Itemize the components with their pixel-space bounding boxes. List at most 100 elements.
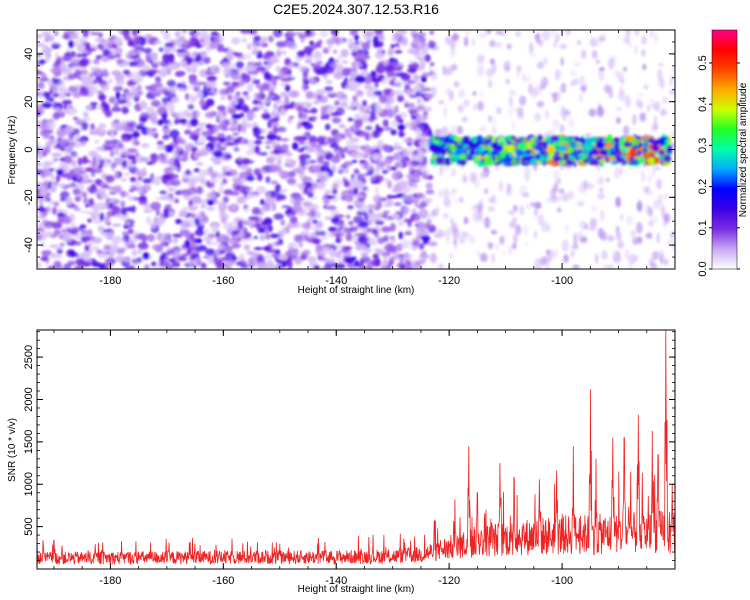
heatmap-cell xyxy=(410,106,416,111)
heatmap-cell xyxy=(82,76,93,85)
heatmap-cell xyxy=(397,95,405,103)
heatmap-cell xyxy=(590,205,598,212)
heatmap-cell xyxy=(301,207,311,212)
heatmap-cell xyxy=(608,147,617,151)
heatmap-cell xyxy=(335,238,341,244)
heatmap-cell xyxy=(437,189,443,199)
heatmap-cell xyxy=(51,152,63,157)
heatmap-cell xyxy=(186,66,192,73)
colorbar-label: Normalized spectral amplitude xyxy=(738,82,749,217)
heatmap-cell xyxy=(404,83,411,89)
heatmap-cell xyxy=(594,252,599,265)
heatmap-cell xyxy=(396,243,403,252)
heatmap-cell xyxy=(265,176,271,184)
heatmap-cell xyxy=(227,169,238,177)
heatmap-cell xyxy=(161,159,169,164)
heatmap-cell xyxy=(413,112,418,116)
heatmap-cell xyxy=(311,196,317,200)
heatmap-cell xyxy=(312,257,317,265)
heatmap-cell xyxy=(76,258,86,267)
heatmap-cell xyxy=(341,163,346,169)
heatmap-cell xyxy=(634,30,640,36)
heatmap-cell xyxy=(324,189,333,195)
heatmap-cell xyxy=(418,67,424,72)
heatmap-cell xyxy=(344,169,349,174)
heatmap-cell xyxy=(285,152,293,157)
heatmap-cell xyxy=(381,169,389,174)
heatmap-cell xyxy=(345,195,351,203)
heatmap-cell xyxy=(37,234,43,241)
heatmap-cell xyxy=(299,210,306,215)
heatmap-cell xyxy=(422,208,428,218)
heatmap-cell xyxy=(53,202,60,207)
colorbar-ticks: 0.0 0.1 0.2 0.3 0.4 0.5 xyxy=(697,55,740,277)
heatmap-cell xyxy=(199,214,208,223)
heatmap-cell xyxy=(653,101,661,112)
heatmap-cell xyxy=(653,32,659,43)
heatmap-cell xyxy=(150,201,162,211)
heatmap-cell xyxy=(628,43,633,48)
heatmap-cell xyxy=(292,142,299,151)
heatmap-cell xyxy=(652,164,656,177)
heatmap-cell xyxy=(175,218,183,225)
heatmap-cell xyxy=(491,142,499,149)
heatmap-cell xyxy=(408,177,414,185)
heatmap-cell xyxy=(262,82,270,91)
heatmap-cell xyxy=(263,217,273,225)
heatmap-cell xyxy=(313,44,323,48)
heatmap-cell xyxy=(285,157,292,164)
heatmap-cell xyxy=(115,91,121,100)
heatmap-cell xyxy=(106,210,114,218)
heatmap-cell xyxy=(530,86,537,99)
heatmap-cell xyxy=(216,236,222,243)
heatmap-cell xyxy=(172,150,180,158)
heatmap-cell xyxy=(377,48,384,55)
heatmap-cell xyxy=(643,84,649,90)
heatmap-cell xyxy=(407,122,413,129)
heatmap-cell xyxy=(543,57,548,65)
heatmap-cell xyxy=(62,209,68,215)
heatmap-y-axis-label: Frequency (Hz) xyxy=(7,116,18,185)
heatmap-cell xyxy=(160,195,171,201)
heatmap-cell xyxy=(407,64,416,69)
heatmap-cell xyxy=(229,203,240,209)
heatmap-cell xyxy=(552,92,558,103)
heatmap-cell xyxy=(337,54,344,59)
heatmap-cell xyxy=(508,245,512,255)
heatmap-cell xyxy=(161,97,169,104)
heatmap-cell xyxy=(534,112,542,122)
heatmap-cell xyxy=(65,183,77,188)
heatmap-cell xyxy=(240,264,249,269)
heatmap-cell xyxy=(669,231,675,237)
heatmap-cell xyxy=(324,123,331,131)
heatmap-cell xyxy=(54,52,60,59)
heatmap-cell xyxy=(386,194,393,200)
heatmap-cell xyxy=(238,180,244,186)
heatmap-cell xyxy=(671,67,675,72)
heatmap-cell xyxy=(437,263,444,269)
heatmap-cell xyxy=(106,232,113,241)
heatmap-cell xyxy=(252,106,260,112)
heatmap-cell xyxy=(104,109,113,118)
heatmap-cell xyxy=(264,140,275,144)
heatmap-cell xyxy=(68,105,73,109)
heatmap-cell xyxy=(261,205,272,212)
heatmap-cell xyxy=(478,90,485,98)
heatmap-cell xyxy=(454,137,462,142)
heatmap-cell xyxy=(107,186,115,191)
heatmap-cell xyxy=(405,260,410,264)
heatmap-cell xyxy=(168,59,175,64)
heatmap-cell xyxy=(174,121,180,125)
heatmap-cell xyxy=(596,178,604,185)
heatmap-cell xyxy=(643,146,648,154)
heatmap-cell xyxy=(86,105,91,110)
heatmap-cell xyxy=(98,225,104,230)
heatmap-cell xyxy=(394,65,404,70)
heatmap-cell xyxy=(88,150,98,157)
heatmap-cell xyxy=(632,113,637,126)
heatmap-cell xyxy=(72,91,82,99)
heatmap-cell xyxy=(609,150,616,156)
y-tick-label: 40 xyxy=(23,48,35,60)
x-tick-label: -100 xyxy=(551,575,573,587)
heatmap-cell xyxy=(316,145,322,153)
